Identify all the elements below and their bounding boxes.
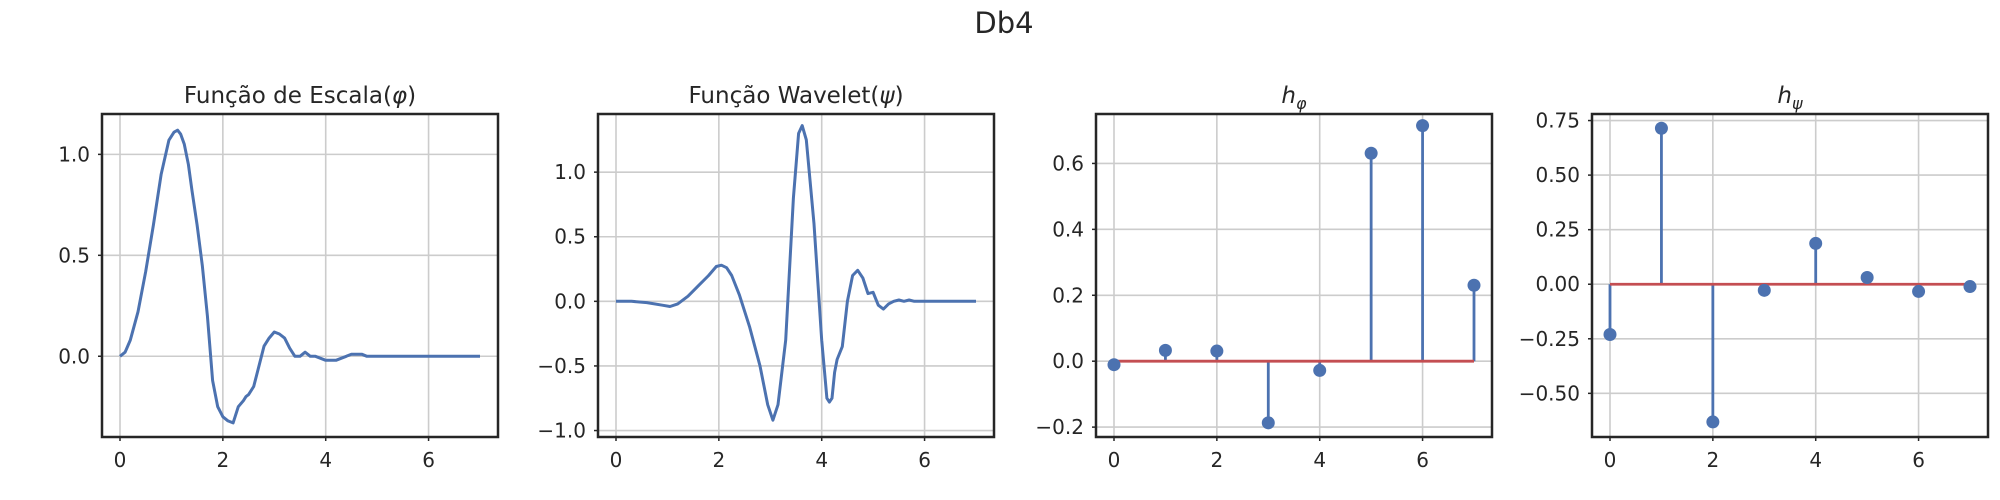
grid [1096, 114, 1492, 437]
stem-marker [1706, 415, 1720, 429]
y-tick-label: 0.00 [1535, 272, 1580, 296]
plot-frame [100, 112, 500, 439]
panel-title: hφ [1281, 83, 1307, 113]
y-tick-label: 0.0 [554, 289, 586, 313]
y-tick-label: 0.0 [58, 344, 90, 368]
panel-title-close: ) [407, 83, 416, 109]
y-tick-label: −0.50 [1519, 381, 1580, 405]
stem-marker [1416, 119, 1430, 133]
y-tick-label: 1.0 [554, 160, 586, 184]
y-tick-label: 0.50 [1535, 163, 1580, 187]
y-tick-label: 0.2 [1052, 283, 1084, 307]
panel-title-subscript: φ [1296, 94, 1307, 113]
y-tick-label: −0.25 [1519, 327, 1580, 351]
panel-title-close: ) [895, 83, 904, 109]
x-tick-label: 6 [422, 448, 435, 472]
series-line [119, 128, 480, 425]
y-tick-label: 0.6 [1052, 151, 1084, 175]
stem-marker [1603, 328, 1617, 342]
y-tick-label: 1.0 [58, 142, 90, 166]
y-tick-label: 0.4 [1052, 217, 1084, 241]
series-line [616, 124, 976, 422]
y-tick-label: −0.2 [1035, 415, 1084, 439]
stem-marker [1158, 343, 1172, 357]
lowpass-filter-panel: hφ 0 2 4 6 −0.2 0.0 0.2 0.4 0.6 [1035, 83, 1494, 472]
panel-title-symbol: ψ [879, 83, 895, 109]
stem-marker [1963, 280, 1977, 294]
x-tick-label: 0 [1604, 448, 1617, 472]
stem-marker [1860, 271, 1874, 285]
x-tick-label: 2 [1210, 448, 1223, 472]
x-tick-label: 4 [1313, 448, 1326, 472]
panel-title: Função Wavelet(ψ) [688, 83, 903, 109]
plot-frame [596, 112, 996, 439]
x-tick-label: 2 [216, 448, 229, 472]
x-tick-label: 6 [1416, 448, 1429, 472]
stem-marker [1364, 146, 1378, 160]
stem-marker [1467, 278, 1481, 292]
x-tick-label: 4 [319, 448, 332, 472]
y-tick-label: 0.75 [1535, 109, 1580, 133]
stem-marker [1107, 358, 1121, 372]
stem-marker [1313, 363, 1327, 377]
plot-frame [1094, 112, 1494, 439]
x-tick-label: 6 [918, 448, 931, 472]
stem-marker [1261, 416, 1275, 430]
y-tick-label: 0.5 [554, 225, 586, 249]
x-tick-label: 4 [815, 448, 828, 472]
x-tick-label: 0 [610, 448, 623, 472]
y-tick-label: 0.0 [1052, 349, 1084, 373]
grid [598, 114, 994, 437]
stem-marker [1757, 283, 1771, 297]
grid [102, 114, 498, 437]
panel-title-subscript: ψ [1792, 94, 1803, 113]
figure-title: Db4 [974, 6, 1033, 40]
x-tick-label: 4 [1809, 448, 1822, 472]
y-tick-label: −0.5 [537, 354, 586, 378]
highpass-filter-panel: hψ 0 2 4 6 −0.50 −0.25 0.00 0.25 0.50 0.75 [1519, 83, 1990, 472]
x-tick-label: 2 [1706, 448, 1719, 472]
stem-marker [1809, 236, 1823, 250]
scaling-function-panel: Função de Escala(φ) 0 2 4 6 0.0 0.5 1.0 [58, 83, 500, 472]
x-tick-label: 6 [1912, 448, 1925, 472]
stem-marker [1210, 344, 1224, 358]
panel-title-symbol: h [1777, 83, 1792, 109]
panel-title: hψ [1777, 83, 1803, 113]
stem-marker [1654, 121, 1668, 135]
grid [1592, 114, 1988, 437]
panel-title-text: Função de Escala( [184, 83, 392, 109]
y-tick-label: 0.25 [1535, 218, 1580, 242]
wavelet-function-panel: Função Wavelet(ψ) 0 2 4 6 −1.0 −0.5 0.0 0.5 1.0 [537, 83, 996, 472]
panel-title: Função de Escala(φ) [184, 83, 416, 109]
plot-frame [1590, 112, 1990, 439]
x-tick-label: 2 [712, 448, 725, 472]
x-tick-label: 0 [114, 448, 127, 472]
stem-marker [1912, 284, 1926, 298]
y-tick-label: 0.5 [58, 243, 90, 267]
x-tick-label: 0 [1108, 448, 1121, 472]
y-tick-label: −1.0 [537, 419, 586, 443]
panel-title-symbol: φ [392, 83, 407, 109]
panel-title-symbol: h [1281, 83, 1296, 109]
panel-title-text: Função Wavelet( [688, 83, 879, 109]
